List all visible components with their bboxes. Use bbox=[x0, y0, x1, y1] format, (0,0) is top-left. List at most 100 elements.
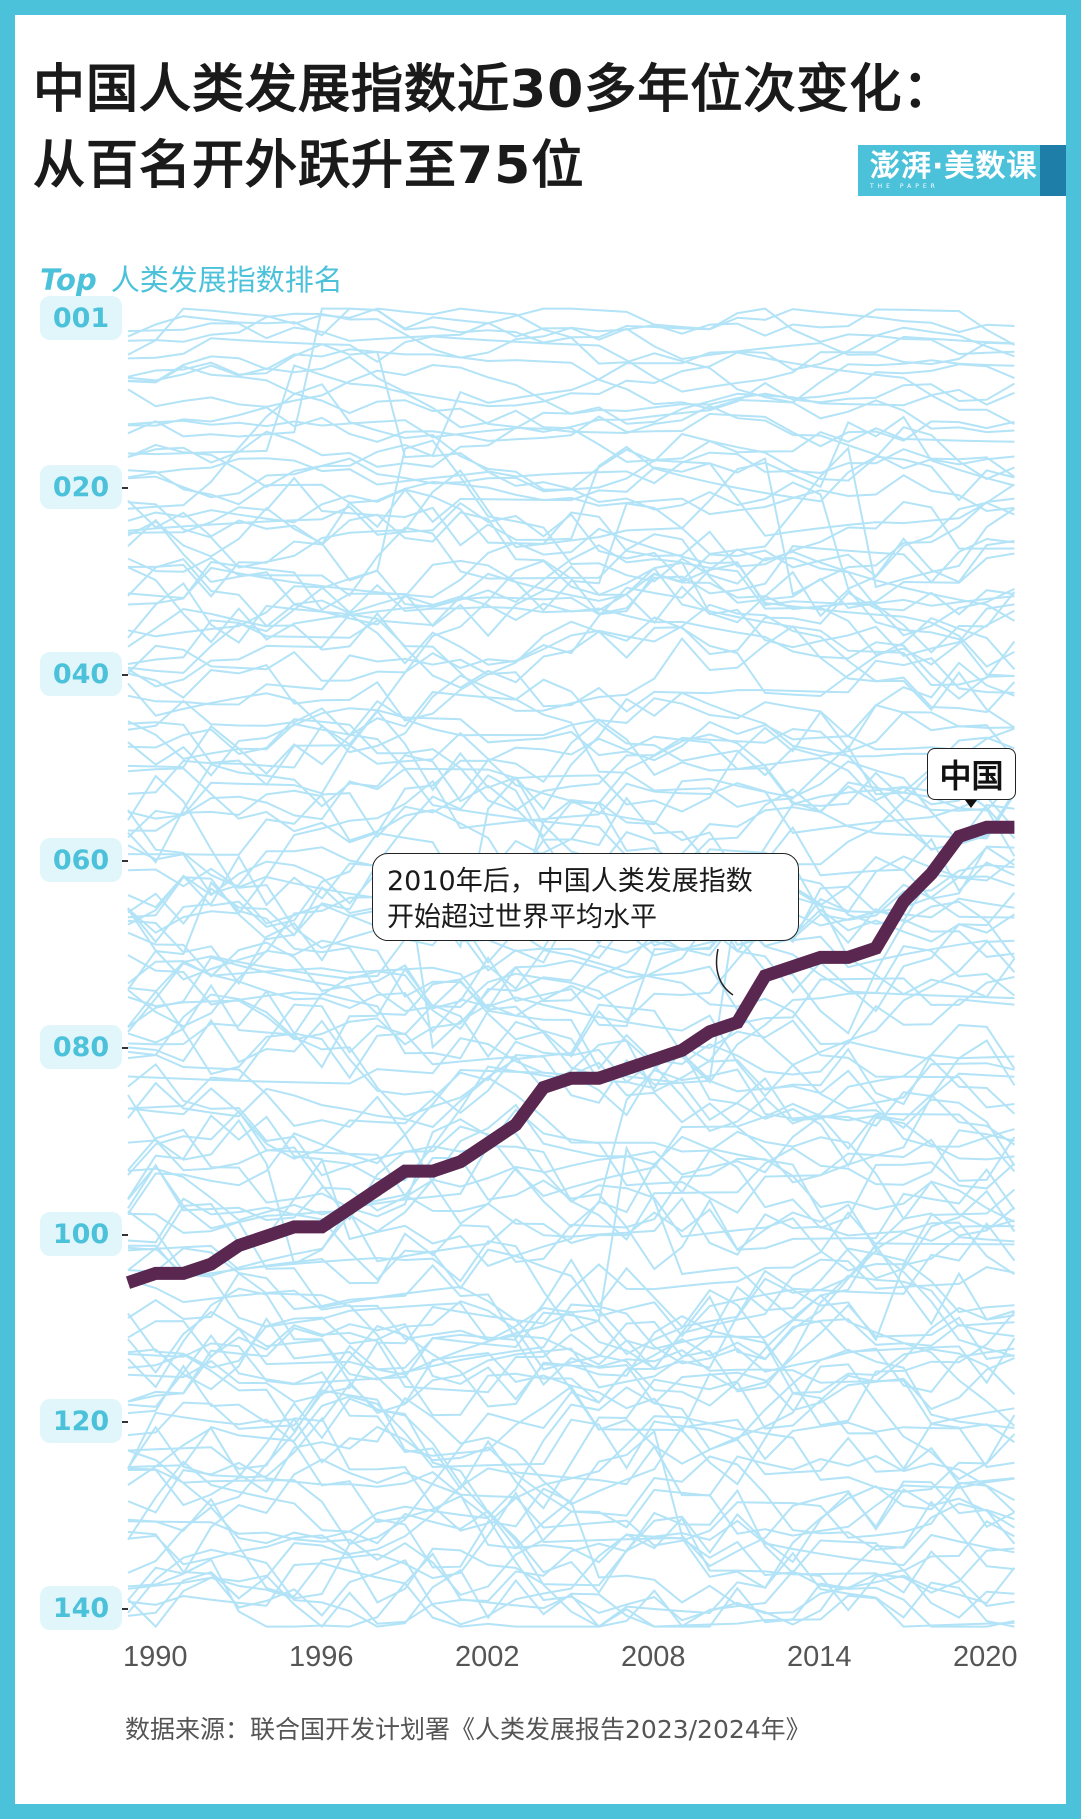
country-line bbox=[127, 443, 1015, 499]
country-line bbox=[127, 1076, 1016, 1229]
country-line bbox=[127, 1197, 1015, 1342]
country-line bbox=[127, 1348, 1015, 1524]
country-line bbox=[127, 1293, 1016, 1510]
country-line bbox=[127, 527, 1016, 654]
china-label-pointer-icon bbox=[965, 800, 977, 808]
country-line bbox=[127, 1547, 1015, 1628]
country-line bbox=[127, 1315, 1016, 1408]
country-line bbox=[127, 603, 1015, 729]
country-line bbox=[127, 562, 1015, 668]
country-line bbox=[127, 1289, 1016, 1427]
brand-name: 澎湃·美数课 bbox=[870, 148, 1038, 184]
annotation-pointer bbox=[715, 948, 734, 996]
country-line bbox=[127, 445, 1015, 547]
country-line bbox=[127, 691, 1015, 851]
y-tick-label: 140 bbox=[40, 1586, 122, 1630]
country-line bbox=[127, 1425, 1015, 1537]
y-tick-label: 040 bbox=[40, 652, 122, 696]
y-axis-prefix: Top bbox=[40, 263, 97, 297]
country-line bbox=[127, 1385, 1015, 1507]
y-tick-mark bbox=[122, 674, 128, 676]
country-line bbox=[127, 446, 1015, 589]
country-line bbox=[127, 989, 1016, 1133]
chart-title: 中国人类发展指数近30多年位次变化： 从百名开外跃升至75位 bbox=[33, 52, 955, 204]
y-tick-label: 080 bbox=[40, 1025, 122, 1069]
country-line bbox=[127, 307, 1015, 356]
country-line bbox=[127, 885, 1016, 1118]
country-line bbox=[127, 548, 1015, 665]
country-line bbox=[127, 718, 1015, 812]
country-line bbox=[127, 307, 1015, 356]
country-line bbox=[127, 1167, 1016, 1285]
x-tick-label: 2002 bbox=[455, 1641, 520, 1673]
country-line bbox=[127, 1222, 1016, 1371]
country-line bbox=[127, 351, 1015, 408]
country-line bbox=[127, 326, 1015, 459]
country-line bbox=[127, 544, 1015, 678]
country-line bbox=[127, 613, 1016, 714]
y-tick-label: 120 bbox=[40, 1399, 122, 1443]
country-line bbox=[127, 1109, 1015, 1230]
country-line bbox=[127, 760, 1015, 884]
x-tick-label: 1996 bbox=[289, 1641, 354, 1673]
y-tick-mark bbox=[122, 1608, 128, 1610]
y-tick-mark bbox=[122, 1234, 128, 1236]
country-line bbox=[127, 348, 1015, 410]
country-line bbox=[127, 888, 1015, 986]
data-source: 数据来源：联合国开发计划署《人类发展报告2023/2024年》 bbox=[125, 1715, 811, 1744]
country-line bbox=[127, 1018, 1015, 1148]
country-line bbox=[127, 846, 1015, 1028]
country-line bbox=[127, 892, 1016, 1076]
country-line bbox=[127, 1458, 1015, 1607]
brand-accent-bar bbox=[1040, 145, 1066, 196]
x-tick-label: 2014 bbox=[787, 1641, 852, 1673]
y-tick-mark bbox=[122, 1421, 128, 1423]
country-line bbox=[127, 776, 1015, 949]
country-line bbox=[127, 1287, 1016, 1415]
country-line bbox=[127, 1103, 1016, 1280]
annotation-bubble: 2010年后，中国人类发展指数 开始超过世界平均水平 bbox=[372, 853, 799, 941]
title-line-2: 从百名开外跃升至75位 bbox=[33, 136, 585, 196]
country-line bbox=[127, 462, 1015, 546]
brand-logo: 澎湃·美数课 THE PAPER bbox=[858, 145, 1040, 196]
y-tick-mark bbox=[122, 487, 128, 489]
y-tick-mark bbox=[122, 1047, 128, 1049]
country-line bbox=[127, 1003, 1016, 1115]
country-line bbox=[127, 558, 1015, 689]
country-line bbox=[127, 501, 1015, 584]
country-line bbox=[127, 383, 1015, 510]
country-line bbox=[127, 439, 1015, 637]
country-line bbox=[127, 674, 1016, 830]
country-line bbox=[127, 948, 1015, 1046]
x-tick-label: 2008 bbox=[621, 1641, 686, 1673]
country-line bbox=[127, 1310, 1015, 1412]
brand-subtitle: THE PAPER bbox=[870, 182, 939, 190]
country-line bbox=[127, 488, 1015, 568]
y-tick-label: 100 bbox=[40, 1212, 122, 1256]
y-tick-label: 001 bbox=[40, 296, 122, 340]
country-line bbox=[127, 1306, 1015, 1430]
china-rank-line bbox=[125, 820, 1015, 1289]
title-line-1: 中国人类发展指数近30多年位次变化： bbox=[33, 60, 956, 120]
country-line bbox=[127, 1558, 1015, 1628]
country-line bbox=[127, 893, 1015, 1046]
country-line bbox=[127, 758, 1015, 900]
country-line bbox=[127, 703, 1015, 777]
country-line bbox=[127, 1520, 1015, 1626]
country-line bbox=[127, 697, 1015, 787]
annotation-line-2: 开始超过世界平均水平 bbox=[387, 902, 657, 933]
country-line bbox=[127, 307, 1015, 438]
y-tick-label: 020 bbox=[40, 465, 122, 509]
country-line bbox=[127, 983, 1015, 1106]
x-tick-label: 1990 bbox=[123, 1641, 188, 1673]
country-line bbox=[127, 1455, 1015, 1597]
country-line bbox=[127, 1205, 1016, 1325]
y-axis-label: 人类发展指数排名 bbox=[110, 263, 343, 297]
country-line bbox=[127, 1247, 1015, 1350]
country-line bbox=[127, 1551, 1015, 1628]
country-line bbox=[127, 1040, 1015, 1168]
y-tick-mark bbox=[122, 860, 128, 862]
y-tick-label: 060 bbox=[40, 838, 122, 882]
country-line bbox=[127, 1461, 1015, 1547]
